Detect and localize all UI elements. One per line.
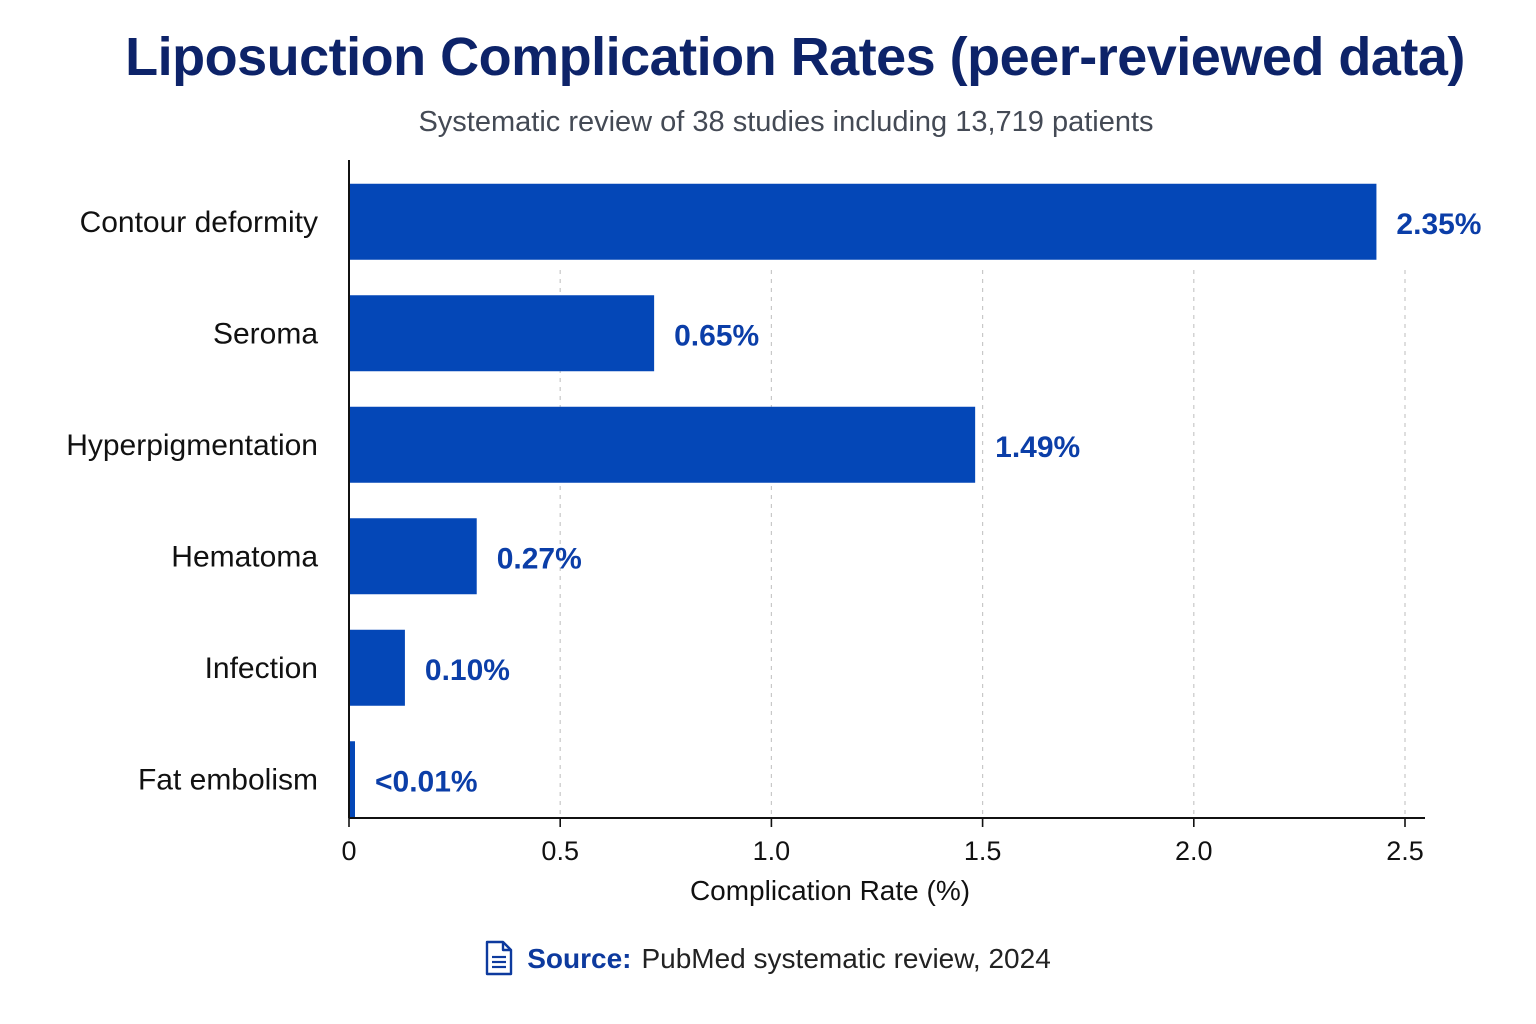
data-label: 1.49% [995,431,1080,464]
source-footer: Source: PubMed systematic review, 2024 [0,940,1536,983]
x-axis-title: Complication Rate (%) [690,875,970,906]
x-tick-label: 2.0 [1175,836,1213,866]
bar [350,629,405,706]
bar [350,518,477,595]
bar-chart: 0 0.5 1.0 1.5 2.0 2.5 Contour deformity 2.35% Se… [66,160,1482,906]
data-label: 0.27% [497,542,582,575]
data-label: 0.10% [425,654,510,687]
axes [348,160,1425,827]
category-label: Hematoma [171,540,318,573]
document-icon [485,940,513,983]
x-tick-label: 1.5 [964,836,1002,866]
source-label: Source: [527,943,632,974]
bar [350,183,1377,260]
labels: 0 0.5 1.0 1.5 2.0 2.5 Contour deformity 2.35% Se… [66,206,1481,866]
category-label: Seroma [213,317,318,350]
data-label: <0.01% [375,765,478,798]
bar [350,406,976,483]
x-tick-label: 1.0 [753,836,791,866]
x-tick-label: 2.5 [1386,836,1424,866]
category-label: Hyperpigmentation [66,429,318,462]
bars [350,183,1377,818]
data-label: 0.65% [674,319,759,352]
category-label: Infection [205,652,318,685]
x-tick-label: 0 [341,836,356,866]
x-tick-label: 0.5 [541,836,579,866]
bar [350,741,355,818]
chart-subtitle: Systematic review of 38 studies includin… [418,106,1154,138]
bar [350,295,655,372]
category-label: Contour deformity [80,206,318,239]
source-text: PubMed systematic review, 2024 [641,943,1051,974]
data-label: 2.35% [1396,208,1481,241]
category-label: Fat embolism [138,763,318,796]
chart-title: Liposuction Complication Rates (peer-rev… [125,27,1465,87]
